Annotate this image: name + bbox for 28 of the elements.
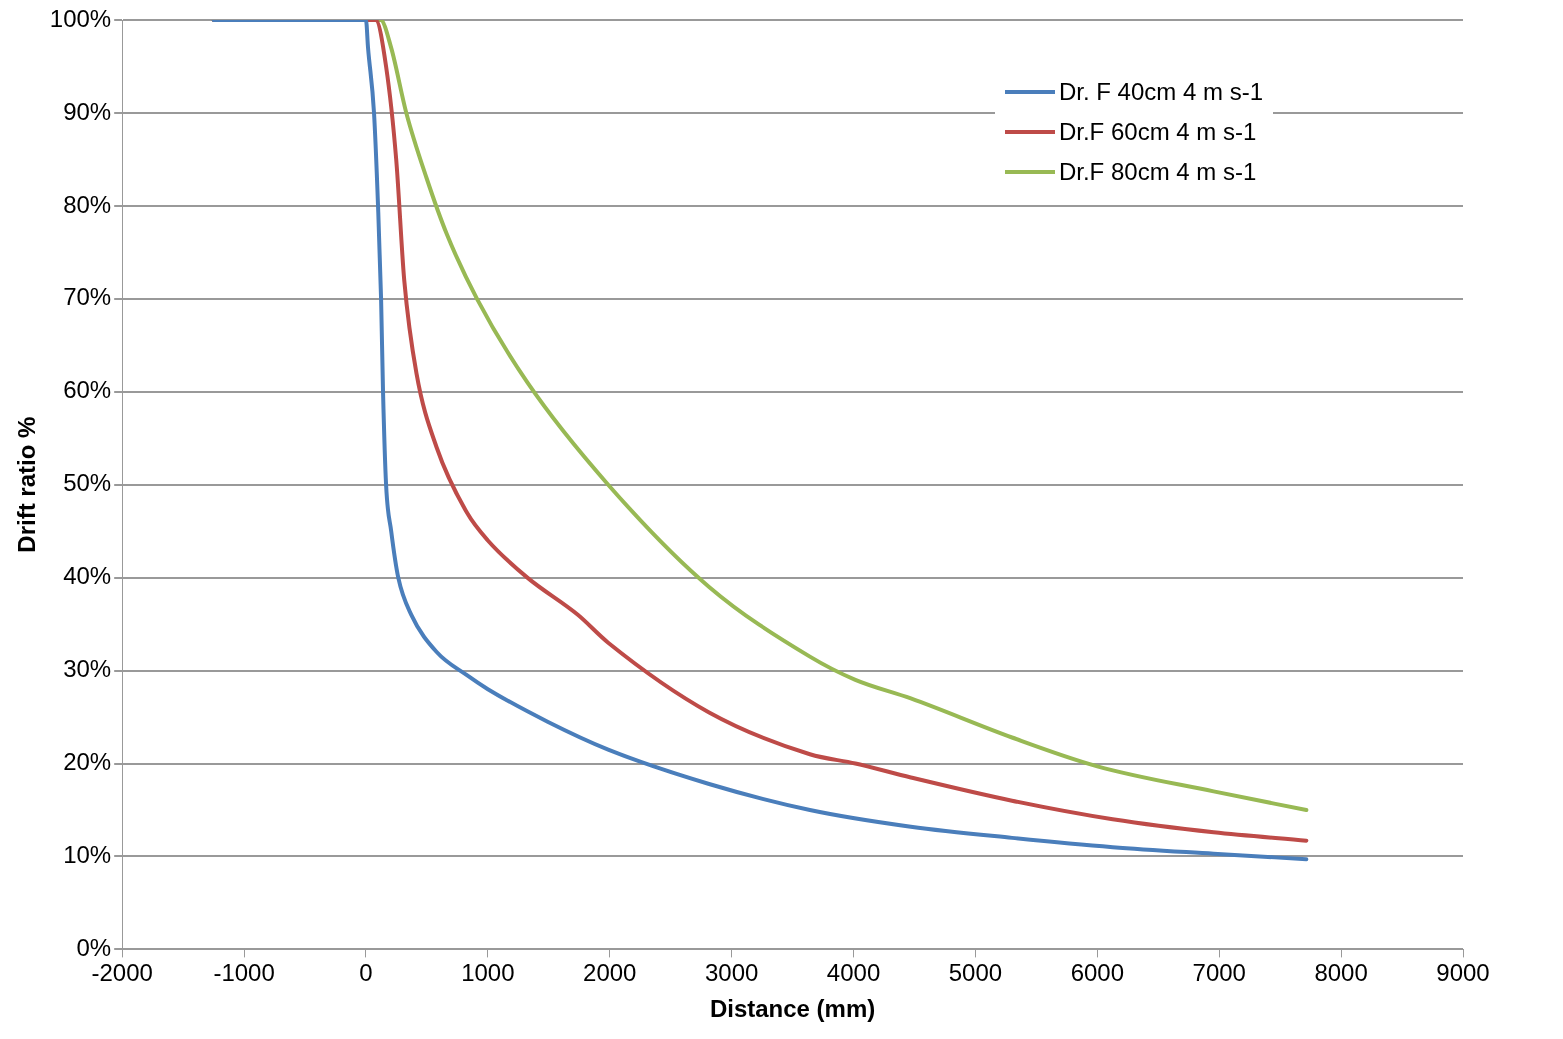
x-tick-label: 3000: [704, 959, 759, 987]
y-tick-label: 50%: [63, 469, 112, 497]
y-tick-label: 60%: [63, 376, 112, 404]
y-axis-title: Drift ratio %: [13, 416, 41, 553]
x-tick-label: -1000: [213, 959, 275, 987]
y-tick-label: 80%: [63, 190, 112, 218]
y-tick-label: 40%: [63, 562, 112, 590]
legend-label: Dr.F 80cm 4 m s-1: [1058, 158, 1257, 186]
x-tick-label: 0: [359, 959, 373, 987]
x-tick-label: 9000: [1436, 959, 1490, 987]
x-tick-label: 7000: [1192, 959, 1246, 987]
y-tick-label: 20%: [63, 748, 112, 776]
y-tick-label: 0%: [76, 934, 112, 962]
x-tick-label: 2000: [583, 959, 637, 987]
x-tick-label: 8000: [1314, 959, 1368, 987]
y-tick-label: 30%: [63, 655, 112, 683]
x-tick-label: 4000: [826, 959, 881, 987]
legend-label: Dr. F 40cm 4 m s-1: [1058, 78, 1263, 106]
y-tick-label: 90%: [63, 97, 112, 125]
y-tick-label: 70%: [63, 283, 112, 311]
x-tick-label: 5000: [948, 959, 1003, 987]
x-tick-label: -2000: [91, 959, 153, 987]
x-axis-title: Distance (mm): [709, 995, 876, 1023]
y-tick-label: 100%: [49, 4, 112, 32]
x-tick-label: 6000: [1070, 959, 1125, 987]
y-tick-label: 10%: [63, 841, 112, 869]
legend-label: Dr.F 60cm 4 m s-1: [1058, 118, 1257, 146]
x-tick-label: 1000: [461, 959, 515, 987]
